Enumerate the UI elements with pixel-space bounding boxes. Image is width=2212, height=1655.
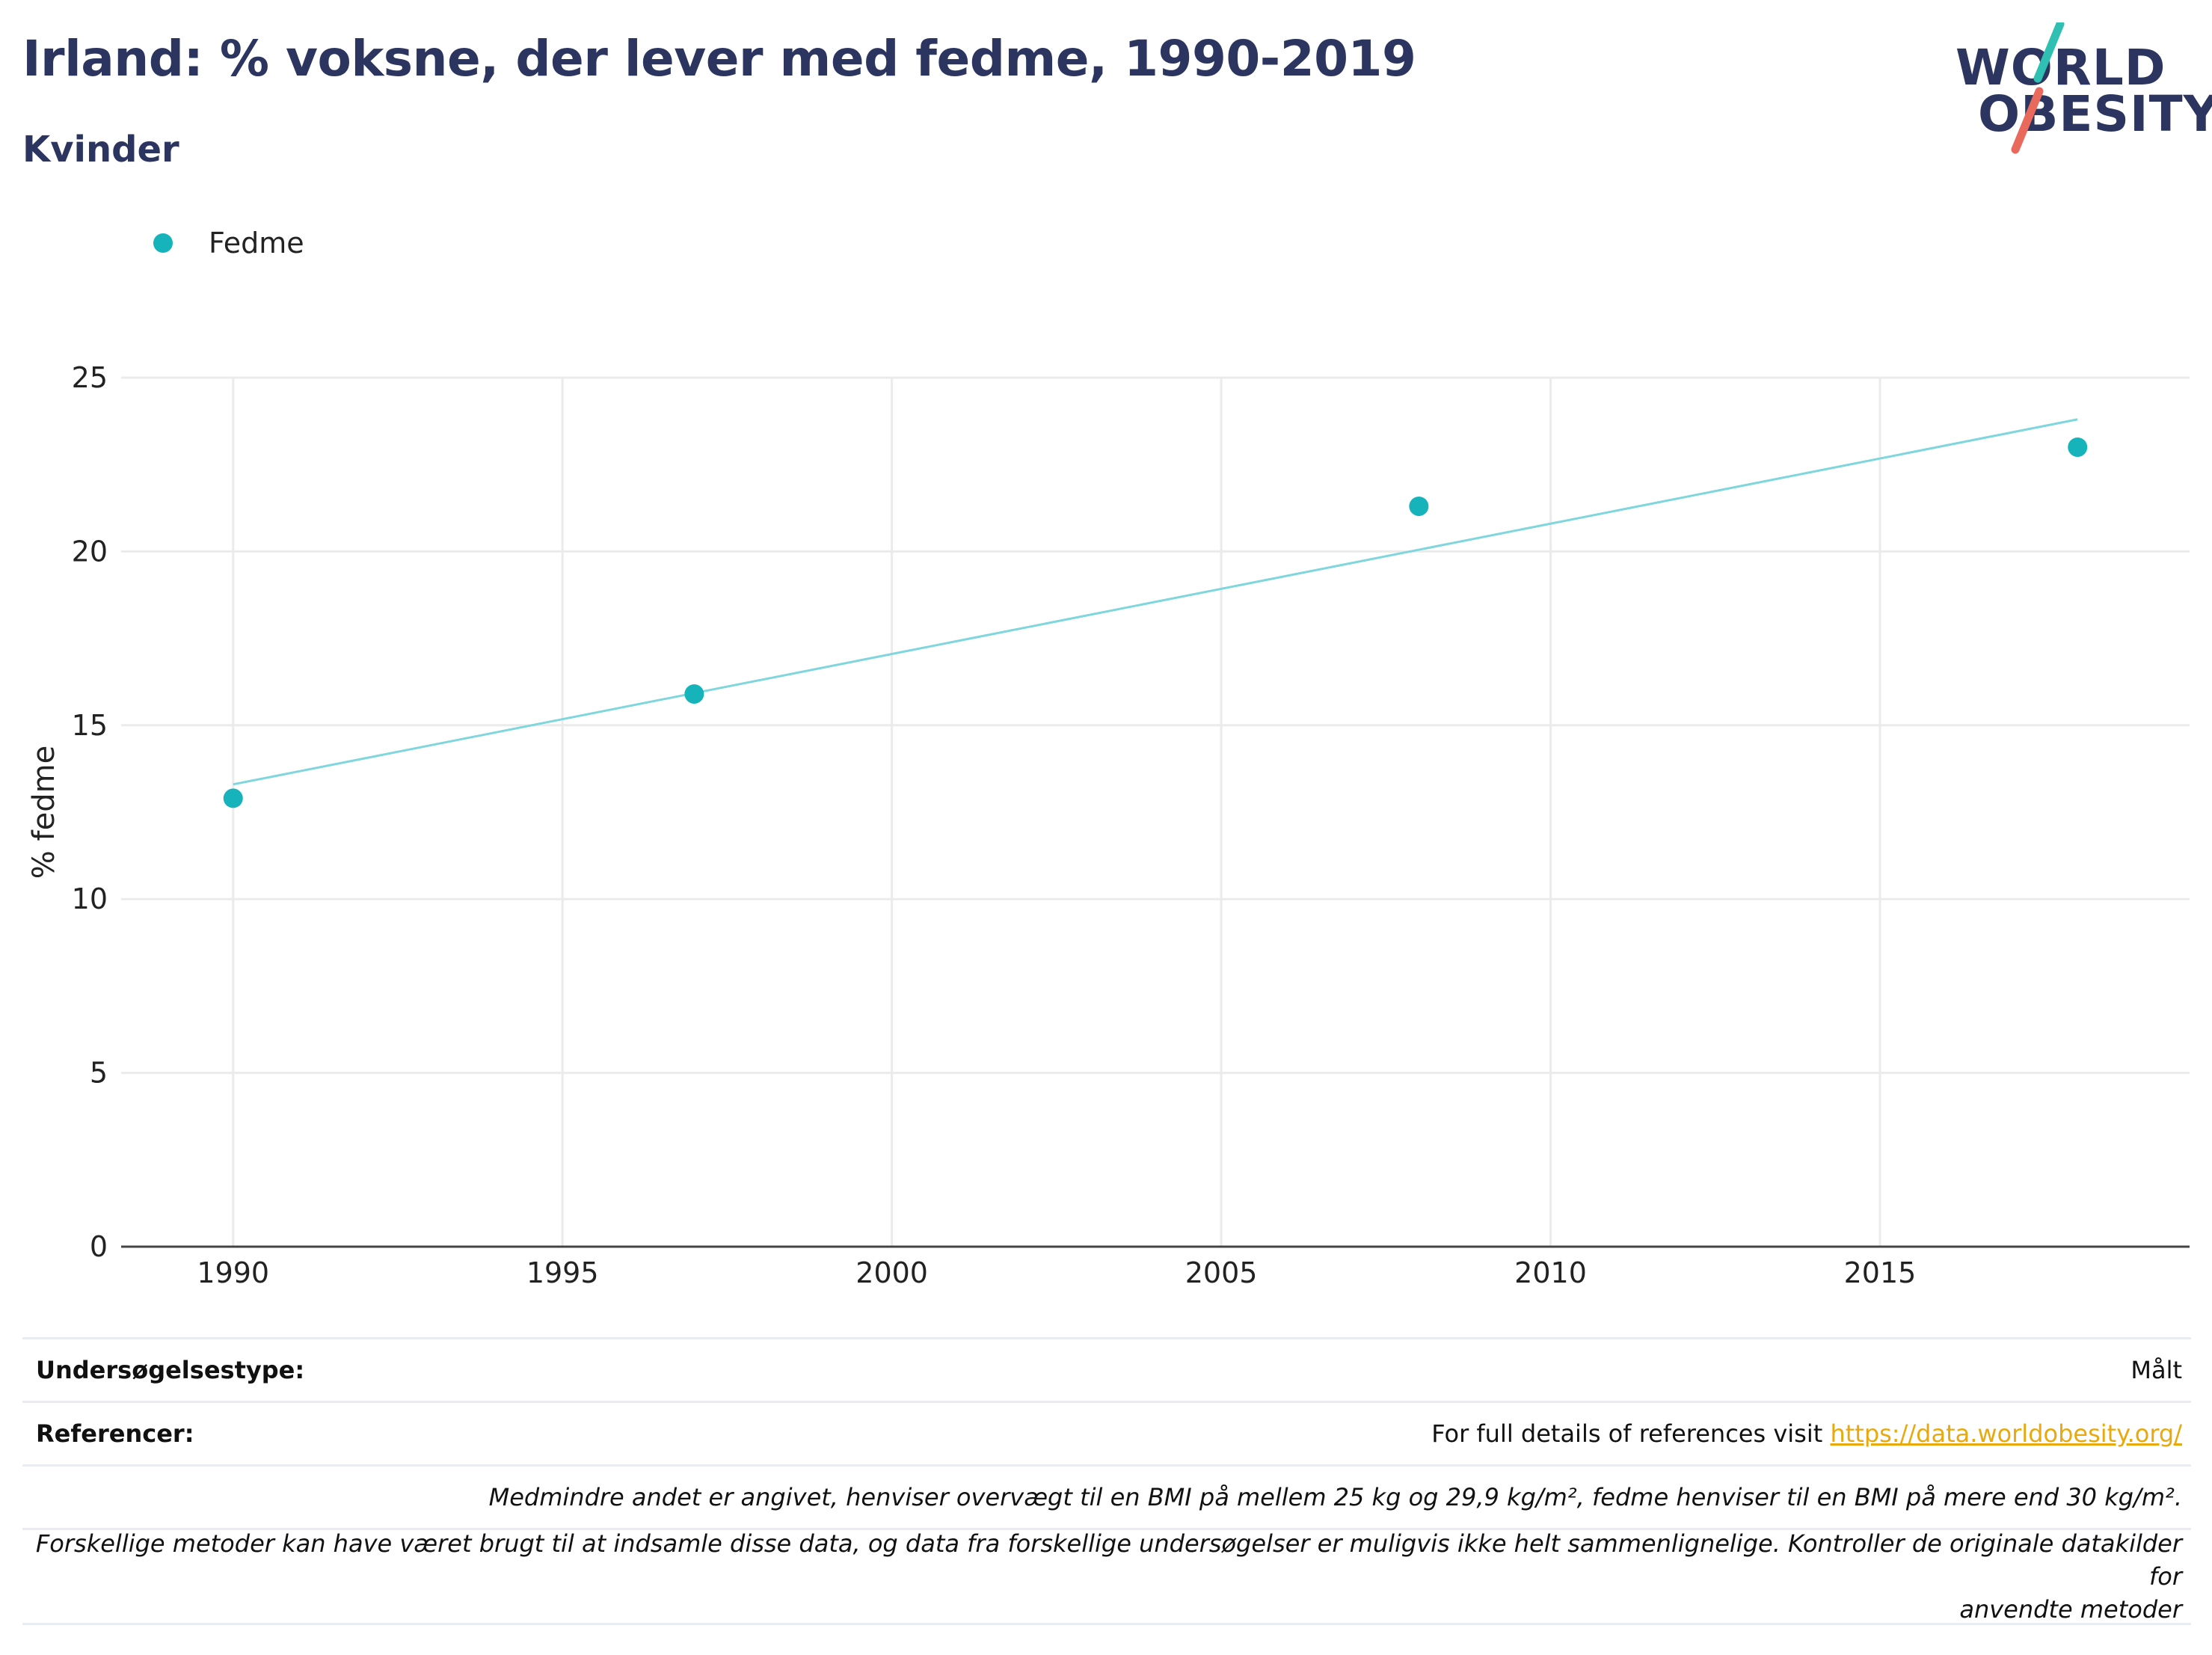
references-prefix: For full details of references visit <box>1431 1419 1831 1448</box>
logo-word-world: WORLD <box>1956 39 2166 96</box>
y-tick-label: 0 <box>90 1230 108 1263</box>
chart-subtitle: Kvinder <box>22 129 179 171</box>
methods-note: Forskellige metoder kan have været brugt… <box>22 1527 2191 1626</box>
data-point <box>1409 496 1429 516</box>
x-tick-label: 1995 <box>526 1256 599 1289</box>
x-tick-label: 2000 <box>855 1256 928 1289</box>
x-tick-label: 1990 <box>197 1256 269 1289</box>
survey-type-row: Undersøgelsestype: Målt <box>22 1337 2191 1401</box>
chart-title: Irland: % voksne, der lever med fedme, 1… <box>22 30 1416 87</box>
scatter-chart: 0 5 10 15 20 25 1990 1995 2000 2005 2010 2015 % fedm… <box>27 361 2190 1289</box>
data-points <box>223 437 2088 808</box>
methods-note-line1: Forskellige metoder kan have været brugt… <box>35 1529 2182 1591</box>
world-obesity-logo: WORLD OBESITY <box>1956 22 2212 157</box>
references-link[interactable]: https://data.worldobesity.org/ <box>1830 1419 2182 1448</box>
y-tick-label: 25 <box>72 361 108 394</box>
legend-label: Fedme <box>209 227 304 260</box>
y-tick-label: 20 <box>72 535 108 568</box>
axis-labels: 0 5 10 15 20 25 1990 1995 2000 2005 2010 2015 % fedm… <box>27 361 1916 1289</box>
trend-line <box>233 418 2078 786</box>
logo-word-obesity: OBESITY <box>1978 85 2212 143</box>
x-tick-label: 2010 <box>1514 1256 1587 1289</box>
y-axis-label: % fedme <box>27 746 61 879</box>
legend-marker <box>153 233 173 253</box>
references-text: For full details of references visit htt… <box>1431 1419 2191 1448</box>
data-point <box>223 788 243 808</box>
data-point <box>2068 437 2088 457</box>
y-tick-label: 15 <box>72 709 108 742</box>
x-tick-label: 2005 <box>1185 1256 1258 1289</box>
chart-footer: Undersøgelsestype: Målt Referencer: For … <box>22 1337 2191 1625</box>
references-row: Referencer: For full details of referenc… <box>22 1401 2191 1464</box>
methods-note-line2: anvendte metoder <box>1959 1595 2182 1624</box>
definition-note: Medmindre andet er angivet, henviser ove… <box>488 1483 2182 1511</box>
y-tick-label: 5 <box>90 1057 108 1090</box>
references-label: Referencer: <box>36 1419 194 1448</box>
grid-lines <box>121 376 2190 1247</box>
data-point <box>684 684 704 704</box>
footer-end-divider <box>22 1623 2191 1625</box>
logo-slash-icon <box>2011 22 2065 154</box>
trend-line-segment <box>233 418 2078 786</box>
y-tick-label: 10 <box>72 882 108 915</box>
note-row-definition: Medmindre andet er angivet, henviser ove… <box>22 1464 2191 1528</box>
note-row-methods: Forskellige metoder kan have været brugt… <box>22 1527 2191 1626</box>
survey-type-label: Undersøgelsestype: <box>36 1356 305 1384</box>
legend[interactable]: Fedme <box>153 224 304 262</box>
x-tick-label: 2015 <box>1844 1256 1917 1289</box>
survey-type-value: Målt <box>2130 1356 2182 1384</box>
